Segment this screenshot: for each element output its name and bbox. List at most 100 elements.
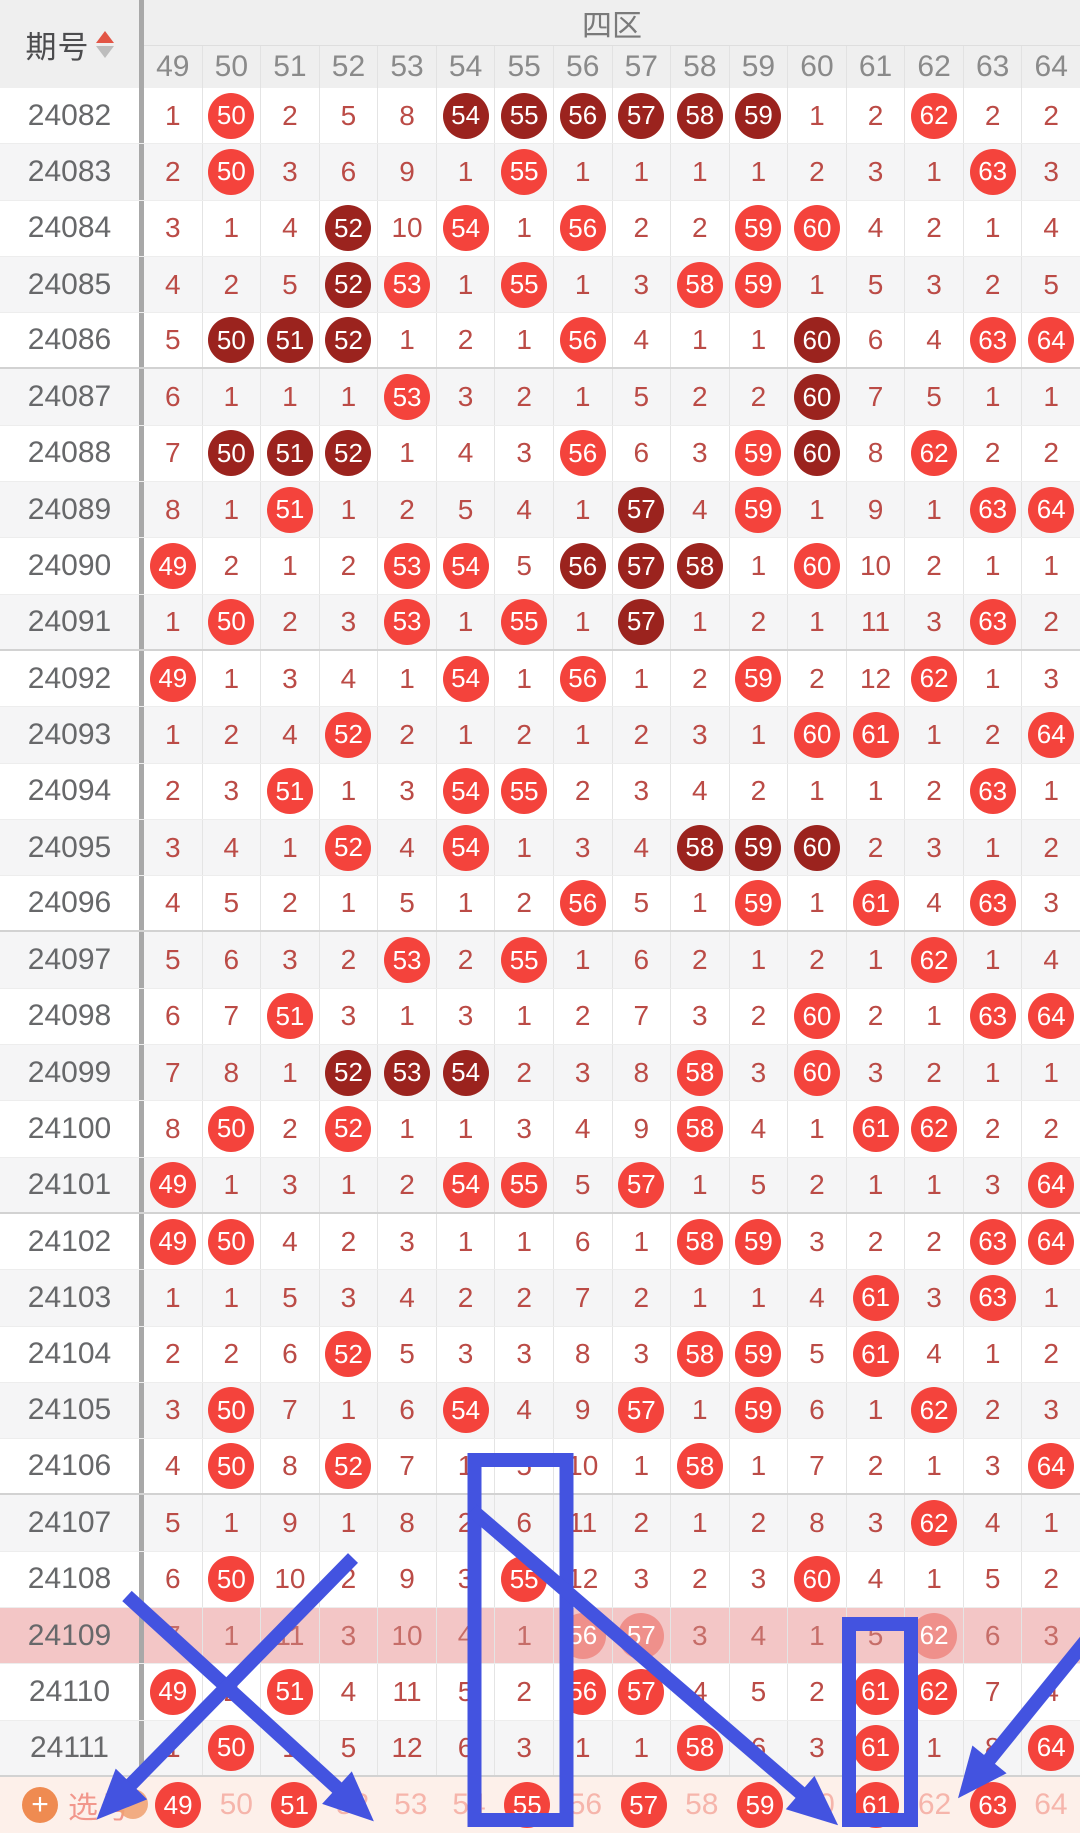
drawn-ball-cell: 59 xyxy=(728,819,788,876)
omission-count: 3 xyxy=(516,437,532,469)
unselected-number[interactable]: 54 xyxy=(452,1788,486,1821)
period-cell: 24096 xyxy=(0,876,144,931)
selected-number-ball[interactable]: 57 xyxy=(620,1782,667,1828)
omission-count: 2 xyxy=(926,1056,942,1088)
select-number-cell[interactable]: 55 xyxy=(498,1777,556,1833)
drawn-ball-cell: 59 xyxy=(728,482,788,538)
select-number-cell[interactable]: 59 xyxy=(731,1777,789,1833)
omission-count: 1 xyxy=(223,1168,240,1200)
omission-count: 1 xyxy=(574,1731,591,1763)
omission-count: 2 xyxy=(457,944,474,976)
omission-cell: 2 xyxy=(1021,819,1080,876)
omission-count: 2 xyxy=(926,212,942,244)
omission-count: 3 xyxy=(692,718,708,750)
omission-count: 7 xyxy=(223,1000,240,1032)
table-row: 24097 5 6 3 2 53 2 55 1 6 2 1 2 1 62 1 4 xyxy=(0,932,1080,989)
unselected-number[interactable]: 58 xyxy=(685,1788,719,1821)
select-number-cell[interactable]: 56 xyxy=(556,1777,614,1833)
select-number-cell[interactable]: 52 xyxy=(324,1777,382,1833)
drawn-ball-cell: 58 xyxy=(670,1101,729,1157)
omission-cell: 1 xyxy=(904,144,963,200)
omission-cell: 3 xyxy=(670,1608,729,1664)
omission-cell: 2 xyxy=(728,1495,788,1551)
omission-cell: 1 xyxy=(1021,1270,1080,1326)
omission-cell: 10 xyxy=(377,200,436,256)
omission-cell: 2 xyxy=(904,200,963,256)
omission-count: 8 xyxy=(399,99,415,131)
omission-count: 5 xyxy=(633,887,650,919)
selected-number-ball[interactable]: 59 xyxy=(736,1782,783,1828)
omission-count: 5 xyxy=(867,268,884,300)
select-number-cell[interactable]: 54 xyxy=(440,1777,498,1833)
omission-count: 5 xyxy=(340,99,357,131)
drawn-ball-cell: 59 xyxy=(728,1326,788,1382)
drawn-ball-cell: 63 xyxy=(962,482,1022,538)
omission-count: 3 xyxy=(1043,1394,1059,1426)
omission-cell: 1 xyxy=(494,1213,553,1270)
omission-count: 11 xyxy=(860,605,891,637)
omission-count: 1 xyxy=(809,99,825,131)
drawn-number-ball: 60 xyxy=(793,205,840,252)
selected-number-ball[interactable]: 63 xyxy=(969,1782,1016,1828)
unselected-number[interactable]: 64 xyxy=(1034,1788,1068,1821)
drawn-number-ball: 60 xyxy=(793,711,840,758)
select-number-cell[interactable]: 64 xyxy=(1022,1777,1080,1833)
omission-cell: 3 xyxy=(1021,876,1080,931)
unselected-number[interactable]: 50 xyxy=(219,1788,253,1821)
omission-cell: 1 xyxy=(435,256,495,313)
selected-number-ball[interactable]: 55 xyxy=(504,1782,551,1828)
select-number-cell[interactable]: 51 xyxy=(265,1777,323,1833)
omission-cell: 1 xyxy=(494,200,553,256)
unselected-number[interactable]: 53 xyxy=(394,1788,428,1821)
drawn-number-ball: 61 xyxy=(852,711,899,758)
drawn-ball-cell: 60 xyxy=(787,313,846,368)
select-number-cell[interactable]: 50 xyxy=(207,1777,265,1833)
drawn-number-ball: 59 xyxy=(735,430,782,477)
drawn-ball-cell: 61 xyxy=(845,1101,905,1157)
omission-count: 2 xyxy=(692,662,708,694)
omission-count: 7 xyxy=(164,1056,181,1088)
select-number-cell[interactable]: 60 xyxy=(789,1777,847,1833)
omission-cell: 1 xyxy=(728,932,788,988)
select-number-cell[interactable]: 61 xyxy=(847,1777,905,1833)
unselected-number[interactable]: 60 xyxy=(801,1788,835,1821)
omission-cell: 1 xyxy=(494,819,553,876)
table-row: 24098 6 7 51 3 1 3 1 2 7 3 2 60 2 1 63 64 xyxy=(0,988,1080,1046)
omission-count: 1 xyxy=(809,1619,825,1651)
omission-cell: 8 xyxy=(377,1495,436,1551)
omission-count: 5 xyxy=(574,1168,591,1200)
table-row: 24085 4 2 5 52 53 1 55 1 3 58 59 1 5 3 2 5 xyxy=(0,256,1080,314)
omission-cell: 2 xyxy=(904,1045,963,1101)
select-number-cell[interactable]: 62 xyxy=(905,1777,963,1833)
drawn-ball-cell: 59 xyxy=(728,425,788,482)
omission-cell: 1 xyxy=(787,1101,846,1157)
omission-cell: 3 xyxy=(318,988,378,1045)
select-number-cell[interactable]: 53 xyxy=(382,1777,440,1833)
secondary-orange-icon[interactable] xyxy=(118,1789,148,1819)
selected-number-ball[interactable]: 49 xyxy=(155,1782,202,1828)
omission-cell: 2 xyxy=(552,988,612,1045)
sort-icon[interactable] xyxy=(95,30,114,58)
select-number-cell[interactable]: 58 xyxy=(673,1777,731,1833)
unselected-number[interactable]: 52 xyxy=(335,1788,370,1821)
unselected-number[interactable]: 56 xyxy=(568,1788,603,1821)
selected-number-ball[interactable]: 61 xyxy=(853,1782,900,1828)
omission-count: 1 xyxy=(223,381,240,413)
omission-count: 1 xyxy=(809,775,825,807)
add-selection-button[interactable]: + xyxy=(22,1787,58,1823)
drawn-number-ball: 53 xyxy=(384,598,431,645)
drawn-ball-cell: 51 xyxy=(260,313,319,368)
select-number-cell[interactable]: 63 xyxy=(964,1777,1022,1833)
selected-number-ball[interactable]: 51 xyxy=(271,1782,318,1828)
omission-cell: 1 xyxy=(845,1157,905,1212)
omission-count: 1 xyxy=(926,493,942,525)
period-cell: 24097 xyxy=(0,932,144,988)
unselected-number[interactable]: 62 xyxy=(917,1788,952,1821)
omission-count: 1 xyxy=(692,1168,708,1200)
select-number-cell[interactable]: 49 xyxy=(149,1777,207,1833)
omission-cell: 3 xyxy=(377,763,436,819)
select-number-cell[interactable]: 57 xyxy=(615,1777,673,1833)
period-column-header[interactable]: 期号 xyxy=(0,0,144,88)
omission-cell: 1 xyxy=(435,1439,495,1494)
drawn-number-ball: 57 xyxy=(618,92,665,139)
